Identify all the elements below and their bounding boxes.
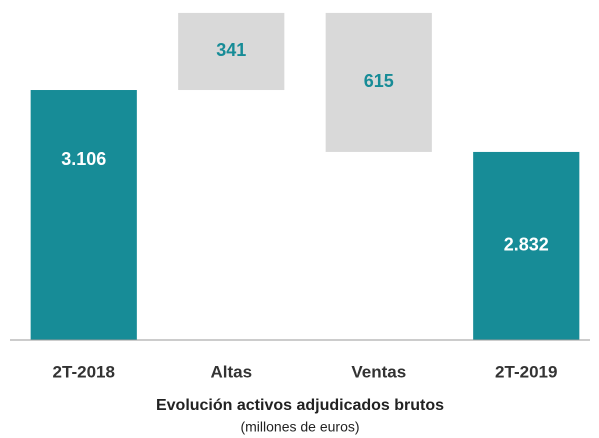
- x-tick-label: 2T-2019: [495, 362, 557, 381]
- value-label: 341: [216, 40, 246, 60]
- bar: [473, 151, 580, 340]
- bar: [30, 90, 137, 340]
- bar: [325, 12, 432, 152]
- x-tick-label: 2T-2018: [53, 362, 115, 381]
- bar: [178, 12, 285, 91]
- chart-title: Evolución activos adjudicados brutos: [156, 397, 444, 414]
- value-label: 615: [364, 71, 394, 91]
- x-tick-label: Ventas: [351, 362, 406, 381]
- chart-subtitle: (millones de euros): [240, 419, 359, 435]
- value-label: 3.106: [61, 149, 106, 169]
- x-tick-label: Altas: [210, 362, 252, 381]
- value-label: 2.832: [504, 235, 549, 255]
